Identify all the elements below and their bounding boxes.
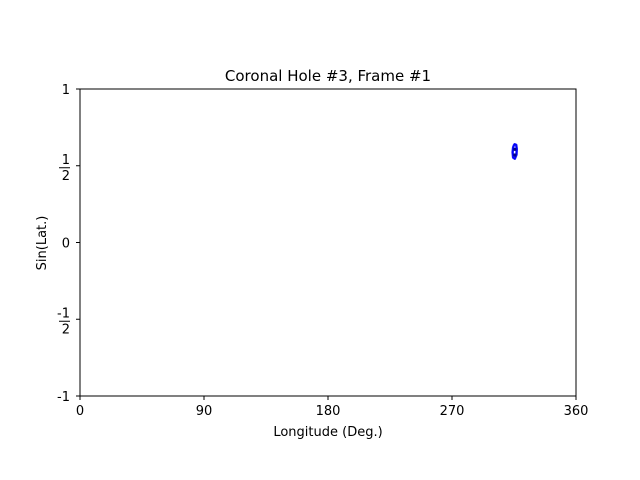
y-tick-label-denominator: 2 bbox=[62, 169, 70, 184]
y-tick-label-denominator: 2 bbox=[62, 322, 70, 337]
coronal-hole-boundary bbox=[511, 143, 519, 160]
x-tick-label: 360 bbox=[564, 404, 589, 419]
x-axis: 0 90 180 270 360 bbox=[76, 396, 589, 419]
coronal-hole-point bbox=[513, 153, 517, 157]
chart-title: Coronal Hole #3, Frame #1 bbox=[225, 67, 431, 85]
x-tick-label: 270 bbox=[440, 404, 465, 419]
y-tick-label: 0 bbox=[62, 237, 70, 252]
x-axis-label: Longitude (Deg.) bbox=[273, 425, 382, 440]
x-tick-label: 0 bbox=[76, 404, 84, 419]
x-tick-label: 90 bbox=[196, 404, 213, 419]
coronal-hole-point bbox=[513, 147, 517, 151]
y-axis-label: Sin(Lat.) bbox=[35, 216, 50, 271]
y-tick-label-numerator: -1 bbox=[57, 306, 70, 321]
y-tick-label-numerator: 1 bbox=[62, 153, 70, 168]
y-tick-label: 1 bbox=[62, 83, 70, 98]
plot-area bbox=[511, 143, 519, 160]
y-tick-label: -1 bbox=[57, 390, 70, 405]
plot-frame bbox=[79, 88, 577, 397]
x-tick-label: 180 bbox=[316, 404, 341, 419]
